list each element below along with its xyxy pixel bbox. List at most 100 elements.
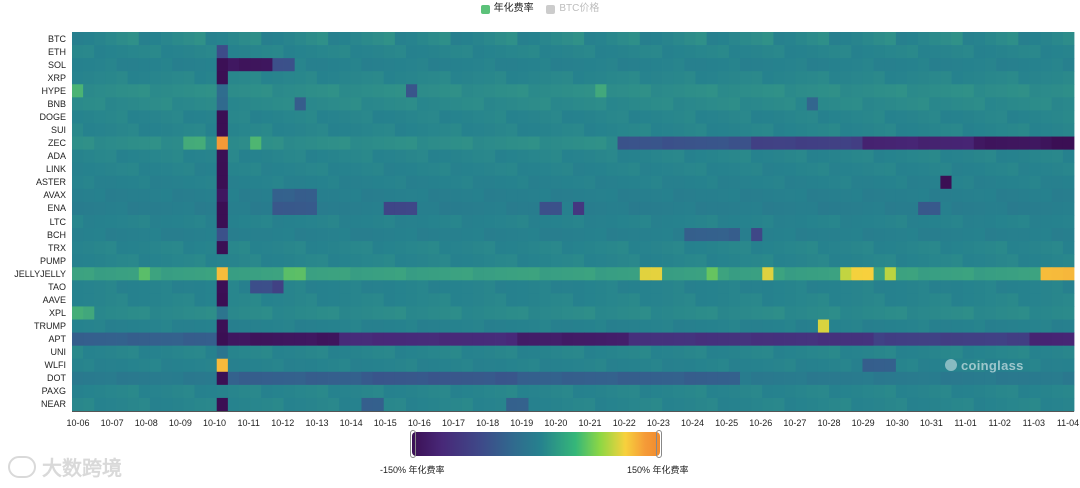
heatmap-cell[interactable] <box>617 293 630 307</box>
heatmap-cell[interactable] <box>650 397 663 412</box>
heatmap-cell[interactable] <box>1062 214 1075 229</box>
heatmap-cell[interactable] <box>94 306 106 320</box>
heatmap-cell[interactable] <box>717 306 730 320</box>
heatmap-cell[interactable] <box>628 228 641 242</box>
heatmap-cell[interactable] <box>662 280 674 294</box>
heatmap-cell[interactable] <box>962 293 975 307</box>
heatmap-cell[interactable] <box>806 267 819 281</box>
heatmap-cell[interactable] <box>973 345 986 360</box>
heatmap-cell[interactable] <box>250 71 262 85</box>
heatmap-cell[interactable] <box>617 384 630 399</box>
heatmap-cell[interactable] <box>706 97 719 111</box>
heatmap-cell[interactable] <box>216 175 229 190</box>
heatmap-cell[interactable] <box>695 97 707 111</box>
heatmap-cell[interactable] <box>461 97 474 111</box>
heatmap-cell[interactable] <box>227 241 240 255</box>
heatmap-cell[interactable] <box>907 280 919 294</box>
heatmap-cell[interactable] <box>895 241 908 255</box>
heatmap-cell[interactable] <box>83 45 95 59</box>
heatmap-cell[interactable] <box>417 149 429 164</box>
heatmap-cell[interactable] <box>205 201 218 216</box>
heatmap-cell[interactable] <box>561 32 574 46</box>
heatmap-cell[interactable] <box>561 358 574 373</box>
heatmap-cell[interactable] <box>517 306 529 320</box>
heatmap-cell[interactable] <box>417 214 429 229</box>
heatmap-cell[interactable] <box>806 97 819 111</box>
heatmap-cell[interactable] <box>461 201 474 216</box>
heatmap-cell[interactable] <box>918 371 930 386</box>
heatmap-cell[interactable] <box>305 280 318 294</box>
heatmap-cell[interactable] <box>829 254 841 268</box>
heatmap-cell[interactable] <box>851 332 863 347</box>
heatmap-cell[interactable] <box>183 358 195 373</box>
heatmap-cell[interactable] <box>183 136 195 151</box>
heatmap-cell[interactable] <box>517 149 529 164</box>
heatmap-cell[interactable] <box>406 345 418 360</box>
heatmap-cell[interactable] <box>361 345 373 360</box>
heatmap-cell[interactable] <box>862 136 874 151</box>
heatmap-cell[interactable] <box>461 123 474 137</box>
heatmap-cell[interactable] <box>584 149 596 164</box>
heatmap-cell[interactable] <box>717 319 730 333</box>
heatmap-cell[interactable] <box>528 371 540 386</box>
heatmap-cell[interactable] <box>394 149 407 164</box>
heatmap-cell[interactable] <box>706 84 719 98</box>
heatmap-cell[interactable] <box>105 293 117 307</box>
heatmap-cell[interactable] <box>762 332 774 347</box>
heatmap-cell[interactable] <box>740 384 752 399</box>
heatmap-cell[interactable] <box>817 254 830 268</box>
heatmap-cell[interactable] <box>205 332 218 347</box>
heatmap-cell[interactable] <box>305 293 318 307</box>
heatmap-cell[interactable] <box>595 241 607 255</box>
heatmap-cell[interactable] <box>272 280 284 294</box>
heatmap-cell[interactable] <box>740 58 752 72</box>
heatmap-cell[interactable] <box>895 97 908 111</box>
heatmap-cell[interactable] <box>873 149 886 164</box>
heatmap-cell[interactable] <box>383 293 396 307</box>
heatmap-cell[interactable] <box>806 110 819 124</box>
heatmap-cell[interactable] <box>996 384 1008 399</box>
heatmap-cell[interactable] <box>517 358 529 373</box>
heatmap-cell[interactable] <box>483 358 496 373</box>
heatmap-cell[interactable] <box>884 241 897 255</box>
heatmap-cell[interactable] <box>339 97 351 111</box>
heatmap-cell[interactable] <box>751 345 763 360</box>
heatmap-cell[interactable] <box>918 358 930 373</box>
heatmap-cell[interactable] <box>361 58 373 72</box>
heatmap-cell[interactable] <box>829 345 841 360</box>
heatmap-cell[interactable] <box>372 201 385 216</box>
heatmap-cell[interactable] <box>506 293 518 307</box>
heatmap-cell[interactable] <box>361 319 373 333</box>
heatmap-cell[interactable] <box>172 371 184 386</box>
heatmap-cell[interactable] <box>149 241 162 255</box>
heatmap-cell[interactable] <box>261 332 273 347</box>
heatmap-cell[interactable] <box>1018 371 1030 386</box>
heatmap-cell[interactable] <box>662 201 674 216</box>
heatmap-cell[interactable] <box>573 371 585 386</box>
heatmap-cell[interactable] <box>829 306 841 320</box>
heatmap-cell[interactable] <box>873 228 886 242</box>
heatmap-cell[interactable] <box>751 84 763 98</box>
heatmap-cell[interactable] <box>851 241 863 255</box>
heatmap-cell[interactable] <box>684 175 696 190</box>
heatmap-cell[interactable] <box>138 58 151 72</box>
heatmap-cell[interactable] <box>918 280 930 294</box>
heatmap-cell[interactable] <box>94 280 106 294</box>
heatmap-cell[interactable] <box>806 293 819 307</box>
heatmap-cell[interactable] <box>840 149 852 164</box>
heatmap-cell[interactable] <box>628 136 641 151</box>
heatmap-cell[interactable] <box>673 162 685 177</box>
heatmap-cell[interactable] <box>1051 358 1064 373</box>
heatmap-cell[interactable] <box>83 254 95 268</box>
heatmap-cell[interactable] <box>606 384 618 399</box>
heatmap-cell[interactable] <box>250 136 262 151</box>
heatmap-cell[interactable] <box>884 71 897 85</box>
heatmap-cell[interactable] <box>873 241 886 255</box>
heatmap-cell[interactable] <box>461 110 474 124</box>
heatmap-cell[interactable] <box>595 175 607 190</box>
heatmap-cell[interactable] <box>339 280 351 294</box>
heatmap-cell[interactable] <box>650 110 663 124</box>
heatmap-cell[interactable] <box>239 241 251 255</box>
heatmap-cell[interactable] <box>829 358 841 373</box>
heatmap-cell[interactable] <box>461 371 474 386</box>
